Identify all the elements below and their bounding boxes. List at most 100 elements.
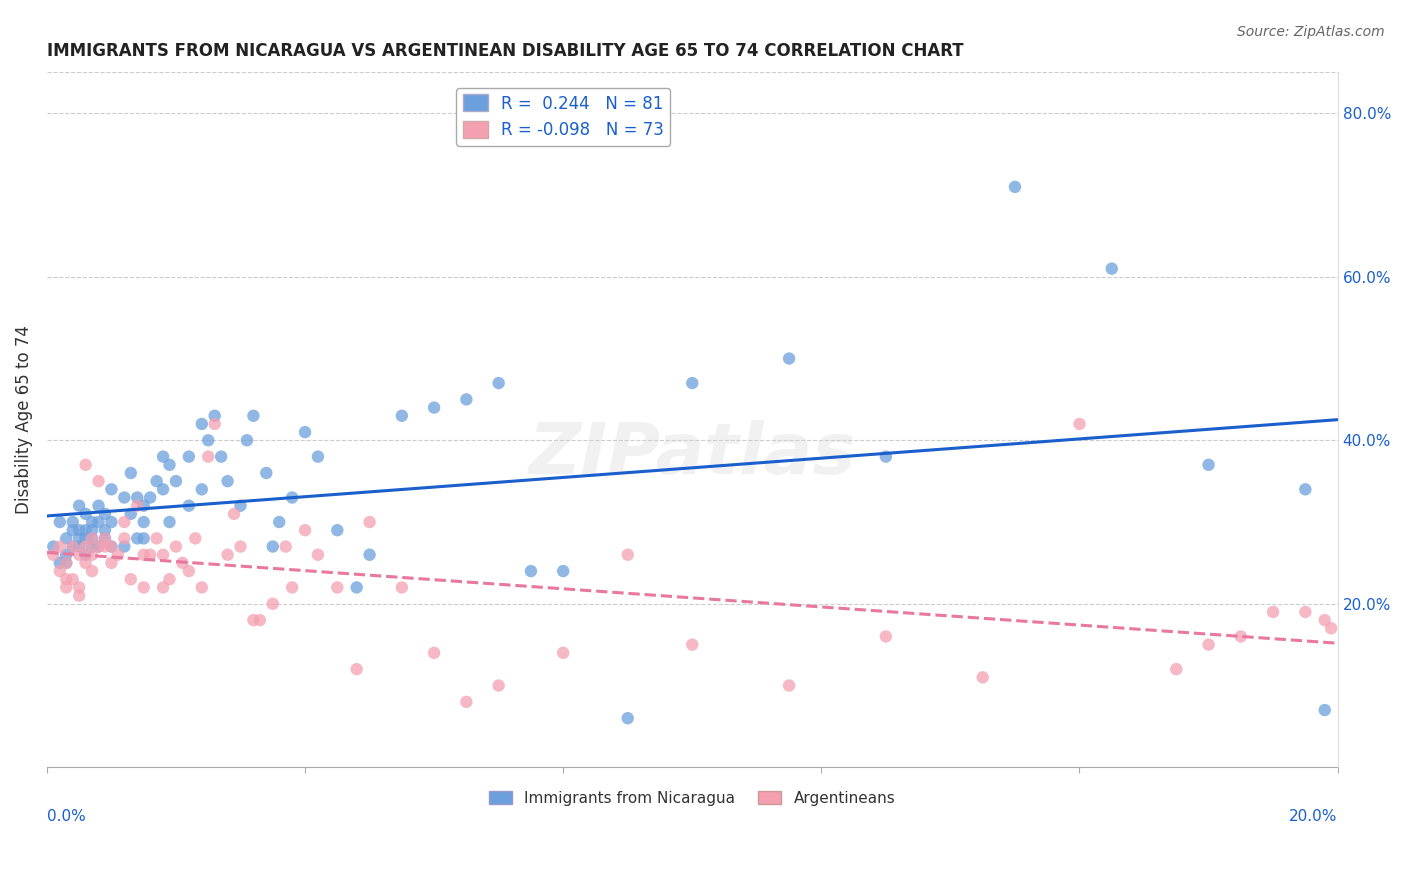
Point [217, 474, 239, 488]
Point [87, 540, 110, 554]
Point [55, 548, 77, 562]
Point [55, 556, 77, 570]
Point [359, 548, 381, 562]
Point [42, 540, 65, 554]
Point [94, 507, 117, 521]
Point [62, 515, 84, 529]
Point [346, 581, 368, 595]
Point [1320, 621, 1343, 635]
Point [254, 466, 277, 480]
Point [681, 638, 703, 652]
Point [152, 450, 174, 464]
Point [55, 581, 77, 595]
Point [62, 572, 84, 586]
Point [87, 474, 110, 488]
Point [127, 532, 149, 546]
Point [1069, 417, 1091, 431]
Point [236, 434, 259, 448]
Point [1198, 638, 1220, 652]
Y-axis label: Disability Age 65 to 74: Disability Age 65 to 74 [15, 326, 32, 515]
Point [67, 581, 90, 595]
Point [67, 532, 90, 546]
Point [159, 515, 181, 529]
Point [1313, 703, 1336, 717]
Point [49, 515, 72, 529]
Point [132, 548, 155, 562]
Point [94, 540, 117, 554]
Point [132, 581, 155, 595]
Point [80, 564, 103, 578]
Point [204, 409, 226, 423]
Point [100, 515, 122, 529]
Point [488, 376, 510, 390]
Point [778, 679, 800, 693]
Point [87, 499, 110, 513]
Point [1198, 458, 1220, 472]
Point [42, 548, 65, 562]
Point [80, 548, 103, 562]
Point [55, 532, 77, 546]
Point [139, 491, 162, 505]
Point [217, 548, 239, 562]
Point [197, 434, 219, 448]
Point [67, 589, 90, 603]
Point [62, 540, 84, 554]
Legend: Immigrants from Nicaragua, Argentineans: Immigrants from Nicaragua, Argentineans [484, 784, 901, 812]
Point [269, 515, 291, 529]
Point [165, 474, 187, 488]
Point [80, 540, 103, 554]
Point [359, 515, 381, 529]
Point [152, 581, 174, 595]
Point [242, 613, 264, 627]
Point [67, 548, 90, 562]
Point [1166, 662, 1188, 676]
Point [112, 532, 135, 546]
Point [132, 515, 155, 529]
Point [616, 711, 638, 725]
Point [75, 458, 97, 472]
Point [1294, 605, 1316, 619]
Point [177, 450, 200, 464]
Point [49, 564, 72, 578]
Point [127, 491, 149, 505]
Point [262, 540, 284, 554]
Point [242, 409, 264, 423]
Point [191, 581, 214, 595]
Point [112, 491, 135, 505]
Point [75, 532, 97, 546]
Point [875, 450, 897, 464]
Point [112, 540, 135, 554]
Point [67, 499, 90, 513]
Point [191, 483, 214, 497]
Point [553, 646, 575, 660]
Point [209, 450, 232, 464]
Point [326, 581, 349, 595]
Point [49, 540, 72, 554]
Point [172, 556, 194, 570]
Point [222, 507, 245, 521]
Point [249, 613, 271, 627]
Point [423, 401, 446, 415]
Point [145, 532, 167, 546]
Text: 0.0%: 0.0% [46, 809, 86, 824]
Point [520, 564, 543, 578]
Point [972, 670, 994, 684]
Point [294, 425, 316, 439]
Point [307, 548, 329, 562]
Point [75, 523, 97, 537]
Point [67, 540, 90, 554]
Point [262, 597, 284, 611]
Point [75, 548, 97, 562]
Point [107, 548, 129, 562]
Point [307, 450, 329, 464]
Point [488, 679, 510, 693]
Point [62, 540, 84, 554]
Point [112, 515, 135, 529]
Text: 20.0%: 20.0% [1289, 809, 1337, 824]
Point [75, 556, 97, 570]
Text: Source: ZipAtlas.com: Source: ZipAtlas.com [1237, 25, 1385, 39]
Text: IMMIGRANTS FROM NICARAGUA VS ARGENTINEAN DISABILITY AGE 65 TO 74 CORRELATION CHA: IMMIGRANTS FROM NICARAGUA VS ARGENTINEAN… [46, 42, 963, 60]
Point [204, 417, 226, 431]
Point [326, 523, 349, 537]
Point [75, 507, 97, 521]
